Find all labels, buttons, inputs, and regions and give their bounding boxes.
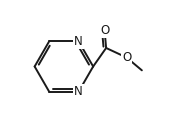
Text: O: O	[122, 51, 131, 64]
Text: N: N	[74, 35, 83, 48]
Text: O: O	[100, 24, 109, 37]
Text: N: N	[74, 85, 83, 98]
